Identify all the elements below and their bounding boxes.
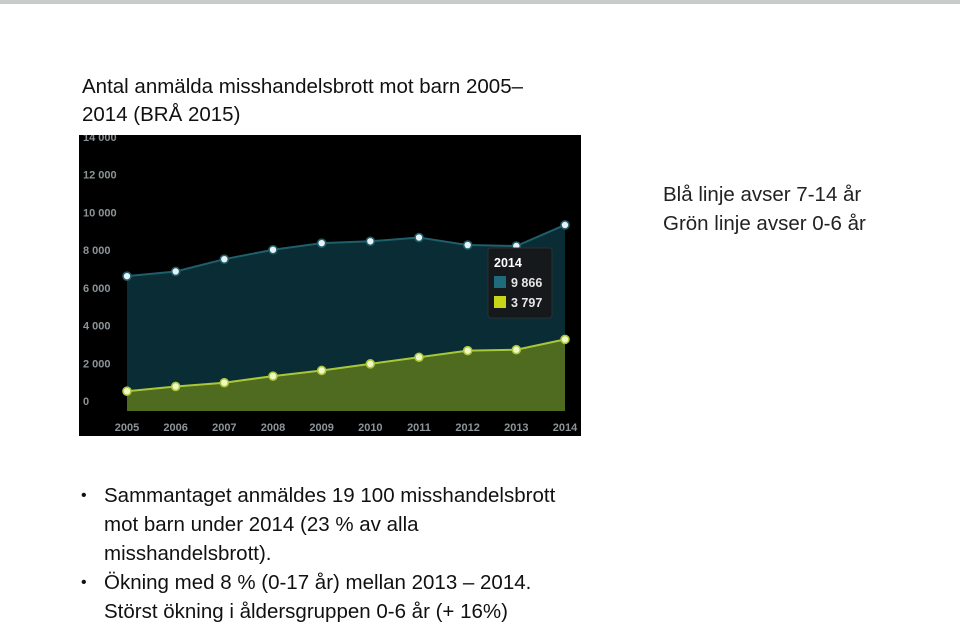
series-1-point-2008 (268, 244, 278, 255)
series-2-point-2008 (268, 371, 278, 381)
legend-note-green: Grön linje avser 0-6 år (663, 212, 866, 235)
x-tick-label: 2012 (455, 422, 479, 434)
series-1-point-2009 (316, 238, 327, 248)
tooltip-year: 2014 (494, 256, 522, 270)
y-tick-label: 4 000 (83, 321, 111, 333)
series-1-point-2010 (365, 236, 376, 247)
tooltip-swatch-1 (494, 276, 506, 288)
x-tick-label: 2008 (261, 422, 285, 434)
tooltip-value-1: 9 866 (511, 276, 542, 290)
x-tick-label: 2010 (358, 422, 382, 434)
legend-note-blue: Blå linje avser 7-14 år (663, 183, 862, 206)
bullet-item-2: • Ökning med 8 % (0-17 år) mellan 2013 –… (78, 568, 678, 626)
series-1-point-2006 (170, 266, 181, 277)
series-1-point-2012 (462, 240, 473, 250)
series-1-line (126, 224, 566, 278)
legend-note: Blå linje avser 7-14 år Grön linje avser… (663, 180, 866, 238)
x-tick-label: 2011 (407, 422, 431, 434)
tooltip-value-2: 3 797 (511, 296, 542, 310)
bullet-list: • Sammantaget anmäldes 19 100 misshandel… (78, 481, 678, 626)
slide-title-line-2: 2014 (BRÅ 2015) (82, 103, 241, 126)
y-tick-label: 14 000 (83, 135, 117, 144)
y-tick-label: 10 000 (83, 207, 117, 219)
bullet-item-1: • Sammantaget anmäldes 19 100 misshandel… (78, 481, 678, 568)
x-tick-label: 2005 (115, 422, 139, 434)
series-2-point-2011 (414, 352, 424, 363)
bullet-1-line-3: misshandelsbrott). (104, 542, 272, 565)
area-chart-svg: 0 2 000 4 000 6 000 8 000 10 000 12 000 14 000 2… (79, 135, 581, 436)
bullet-dot-icon: • (81, 574, 87, 591)
x-tick-label: 2009 (309, 422, 333, 434)
slide-title-line-1: Antal anmälda misshandelsbrott mot barn … (82, 75, 524, 98)
series-2-area (127, 339, 565, 411)
series-2-point-2005 (122, 386, 132, 397)
series-2-point-2014 (560, 334, 570, 345)
area-chart: 0 2 000 4 000 6 000 8 000 10 000 12 000 14 000 2… (79, 135, 581, 436)
top-divider (0, 0, 960, 4)
series-2-line (126, 338, 566, 393)
series-2-point-2013 (511, 344, 522, 355)
x-tick-label: 2013 (504, 422, 528, 434)
tooltip-swatch-2 (494, 296, 506, 308)
series-2-point-2007 (219, 377, 230, 388)
series-2-point-2006 (170, 381, 181, 392)
y-tick-label: 6 000 (83, 283, 111, 295)
x-tick-label: 2006 (163, 422, 187, 434)
x-tick-label: 2007 (212, 422, 236, 434)
y-tick-label: 0 (83, 396, 89, 408)
series-1-point-2005 (122, 271, 132, 281)
series-1-point-2014 (560, 220, 570, 230)
bullet-1-line-1: Sammantaget anmäldes 19 100 misshandelsb… (104, 484, 556, 507)
slide-title: Antal anmälda misshandelsbrott mot barn … (82, 73, 622, 129)
y-tick-label: 8 000 (83, 245, 111, 257)
bullet-2-line-2: Störst ökning i åldersgruppen 0-6 år (+ … (104, 600, 508, 623)
series-2-point-2012 (462, 345, 473, 356)
bullet-dot-icon: • (81, 487, 87, 504)
series-1-point-2007 (219, 254, 230, 264)
y-tick-label: 2 000 (83, 358, 111, 370)
bullet-2-line-1: Ökning med 8 % (0-17 år) mellan 2013 – 2… (104, 571, 532, 594)
bullet-1-line-2: mot barn under 2014 (23 % av alla (104, 513, 419, 536)
series-1-point-2011 (414, 232, 424, 243)
series-2-point-2010 (365, 359, 376, 369)
x-tick-label: 2014 (553, 422, 578, 434)
series-2-point-2009 (316, 365, 327, 376)
y-tick-label: 12 000 (83, 170, 117, 182)
